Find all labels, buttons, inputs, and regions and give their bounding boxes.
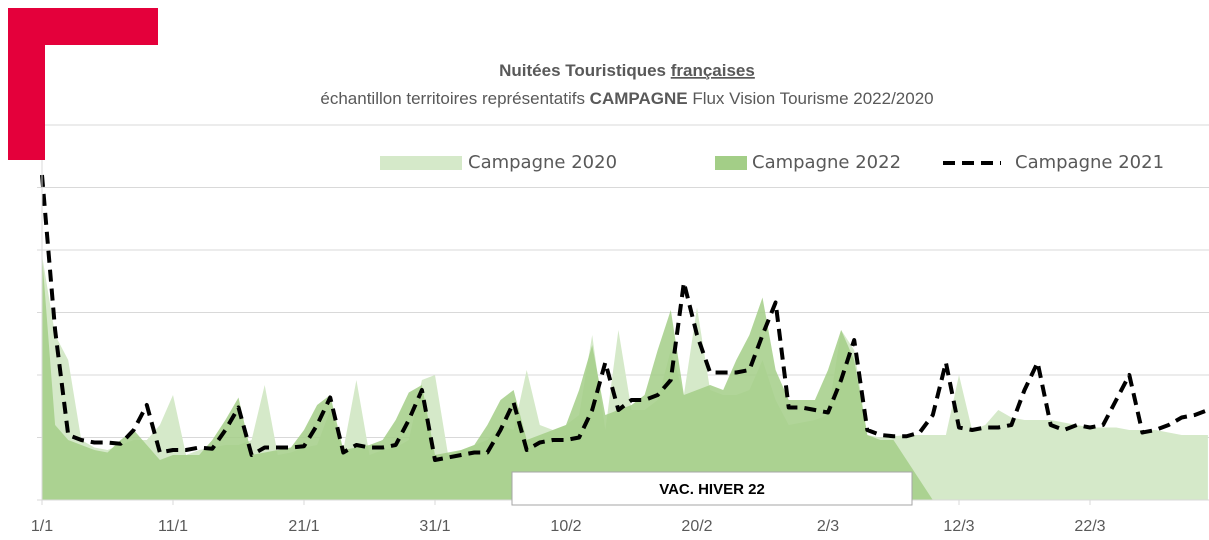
legend-label: Campagne 2021: [1015, 152, 1164, 173]
title-text: Nuitées Touristiques: [499, 61, 671, 80]
x-tick-label: 2/3: [817, 518, 839, 535]
x-tick-label: 11/1: [158, 518, 188, 535]
area: [42, 255, 933, 500]
x-tick-label: 1/1: [31, 518, 53, 535]
annotation-box: [511, 471, 913, 506]
subtitle-text: Flux Vision Tourisme 2022/2020: [688, 89, 934, 108]
subtitle-text: échantillon territoires représentatifs: [320, 89, 589, 108]
legend-swatch: [715, 156, 747, 170]
corner-decoration: [8, 8, 158, 160]
x-tick-label: 31/1: [419, 518, 450, 535]
legend-swatch: [380, 156, 462, 170]
chart-subtitle: échantillon territoires représentatifs C…: [320, 89, 933, 108]
subtitle-bold: CAMPAGNE: [590, 89, 688, 108]
x-tick-label: 12/3: [943, 518, 974, 535]
annotation-text: VAC. HIVER 22: [659, 481, 765, 498]
x-tick-label: 22/3: [1074, 518, 1105, 535]
legend-label: Campagne 2022: [752, 152, 901, 173]
x-tick-label: 20/2: [681, 518, 712, 535]
x-tick-label: 21/1: [288, 518, 319, 535]
line: [40, 174, 1209, 462]
legend-label: Campagne 2020: [468, 152, 617, 173]
title-underlined: françaises: [671, 61, 755, 80]
x-tick-label: 10/2: [550, 518, 581, 535]
chart-title: Nuitées Touristiques françaises: [499, 61, 755, 80]
